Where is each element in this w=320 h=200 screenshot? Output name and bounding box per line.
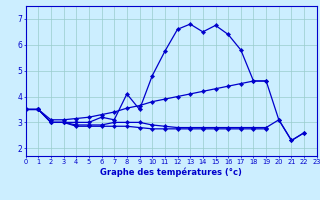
X-axis label: Graphe des températures (°c): Graphe des températures (°c): [100, 167, 242, 177]
